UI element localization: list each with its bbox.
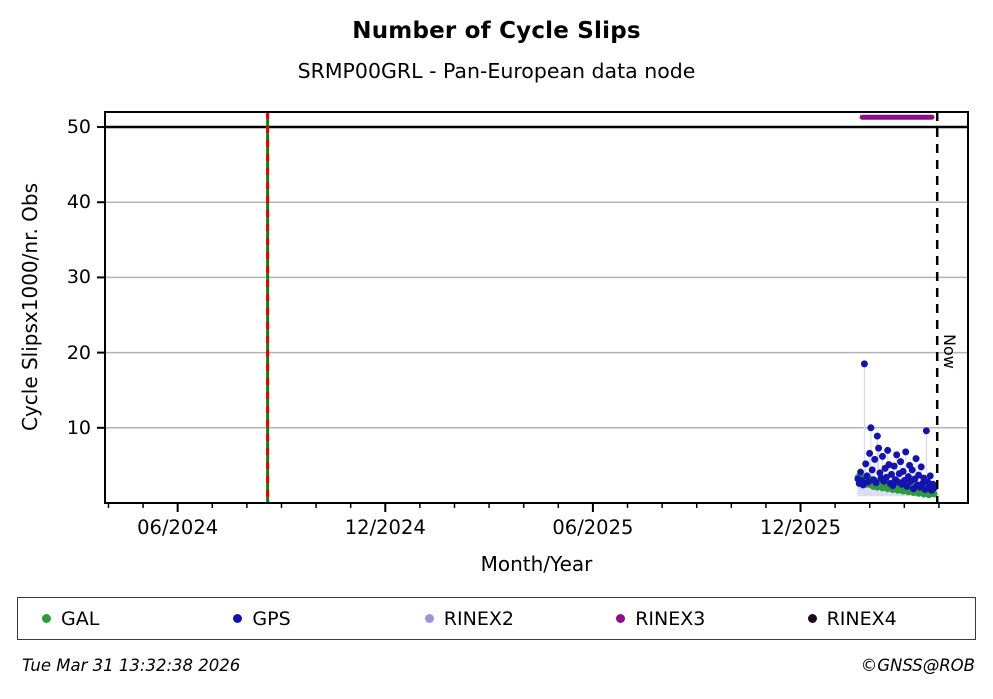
point-gps <box>866 449 874 457</box>
point-gps <box>926 472 934 480</box>
point-gps <box>873 432 881 440</box>
y-axis-label: Cycle Slipsx1000/nr. Obs <box>18 182 42 432</box>
chart-title: Number of Cycle Slips <box>352 18 641 44</box>
gps-marker-icon <box>233 614 243 623</box>
point-gps <box>884 446 892 454</box>
point-gps <box>889 482 897 490</box>
x-tick-label-06-2025: 06/2025 <box>552 516 634 539</box>
point-gps <box>899 467 907 475</box>
point-gps <box>902 448 910 456</box>
y-tick-label-50: 50 <box>66 116 91 139</box>
legend-label-gal: GAL <box>61 607 100 630</box>
legend-label-rinex3: RINEX3 <box>635 607 706 630</box>
point-gps <box>897 458 905 466</box>
point-gps <box>871 455 879 463</box>
credit-text: ©GNSS@ROB <box>860 656 975 675</box>
legend-label-gps: GPS <box>252 607 291 630</box>
legend-item-rinex2: RINEX2 <box>401 608 592 630</box>
plot-border <box>104 111 969 504</box>
point-gps <box>859 481 867 489</box>
x-axis-label: Month/Year <box>480 552 593 576</box>
x-tick-label-12-2024: 12/2024 <box>344 516 426 539</box>
y-tick-label-20: 20 <box>66 341 91 364</box>
point-gps <box>888 470 896 478</box>
point-gps <box>862 460 870 468</box>
y-tick-label-10: 10 <box>66 416 91 439</box>
y-tick-label-30: 30 <box>66 266 91 289</box>
point-gps <box>922 427 930 435</box>
point-gps <box>915 471 923 479</box>
legend-item-rinex4: RINEX4 <box>784 608 975 630</box>
point-gps <box>878 452 886 460</box>
legend: GAL GPS RINEX2 RINEX3 RINEX4 <box>17 597 976 640</box>
now-annotation: Now <box>940 334 960 369</box>
rinex2-marker-icon <box>424 614 434 623</box>
point-gps <box>882 473 890 481</box>
point-gps <box>860 360 868 368</box>
legend-item-gps: GPS <box>209 608 400 630</box>
y-tick-label-40: 40 <box>66 191 91 214</box>
x-tick-label-06-2024: 06/2024 <box>137 516 219 539</box>
gal-marker-icon <box>42 614 51 623</box>
point-gps <box>917 463 925 471</box>
legend-item-rinex3: RINEX3 <box>592 608 783 630</box>
point-gps <box>867 424 875 432</box>
point-gps <box>930 484 938 492</box>
plot-timestamp: Tue Mar 31 13:32:38 2026 <box>22 656 241 675</box>
point-gps <box>893 451 901 459</box>
point-gps <box>876 469 884 477</box>
point-gps <box>912 455 920 463</box>
rinex4-marker-icon <box>807 614 817 623</box>
point-gps <box>890 462 898 470</box>
legend-label-rinex4: RINEX4 <box>826 607 897 630</box>
point-gps <box>863 472 871 480</box>
legend-label-rinex2: RINEX2 <box>443 607 514 630</box>
chart-subtitle: SRMP00GRL - Pan-European data node <box>297 59 696 83</box>
legend-item-gal: GAL <box>18 608 209 630</box>
x-tick-label-12-2025: 12/2025 <box>760 516 842 539</box>
point-gps <box>875 444 883 452</box>
point-gps <box>903 482 911 490</box>
point-gps <box>908 466 916 474</box>
point-gps <box>868 466 876 474</box>
point-gps <box>857 468 865 476</box>
point-gps <box>872 479 880 487</box>
rinex3-marker-icon <box>616 614 626 623</box>
